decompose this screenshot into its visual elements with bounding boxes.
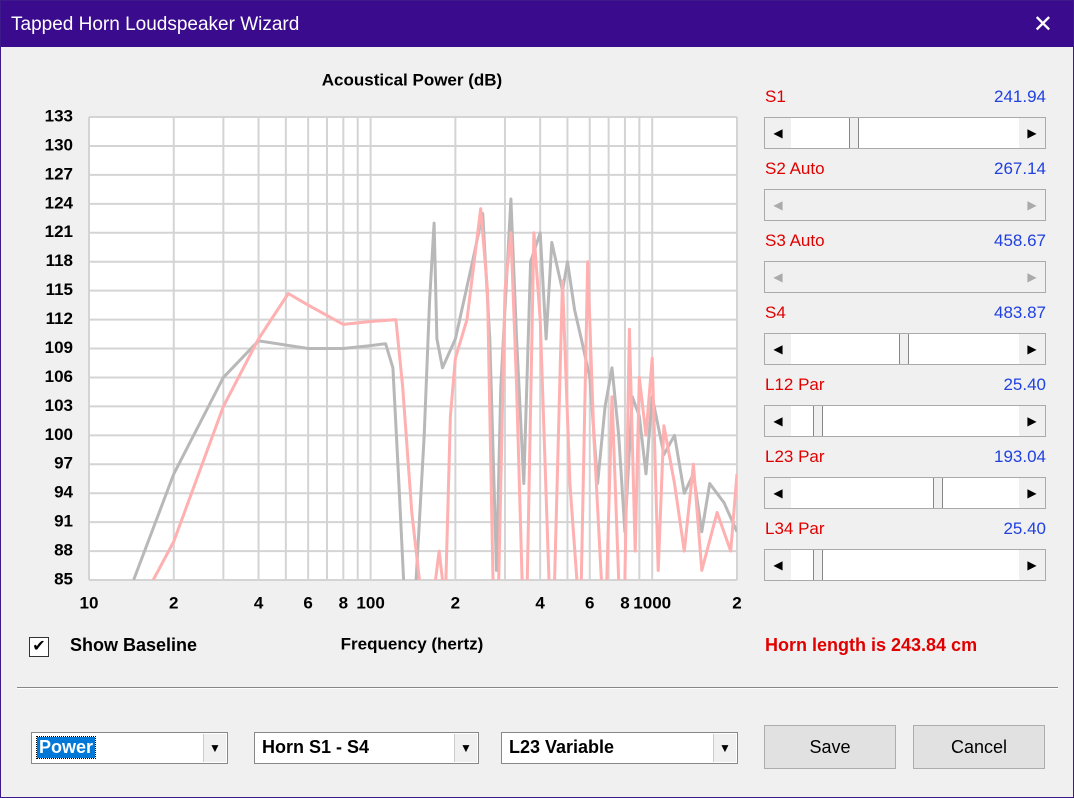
dropdown-text: L23 Variable [509, 737, 615, 757]
scroll-left: ◀ [765, 190, 791, 220]
y-tick-label: 88 [54, 541, 73, 560]
scrollbar[interactable]: ◀ ▶ [764, 477, 1046, 509]
slider-value: 193.04 [994, 447, 1046, 466]
scroll-right[interactable]: ▶ [1019, 478, 1045, 508]
scrollbar[interactable]: ◀ ▶ [764, 333, 1046, 365]
checkbox-label[interactable]: Show Baseline [70, 635, 198, 655]
y-tick-label: 103 [45, 396, 73, 415]
scrollbar[interactable]: ◀ ▶ [764, 549, 1046, 581]
dropdown-text: Power [35, 736, 97, 759]
x-tick-label: 10 [80, 593, 99, 612]
slider-label: L23 Par [765, 447, 825, 466]
x-axis-label: Frequency (hertz) [341, 634, 484, 653]
separator [17, 687, 1058, 689]
scrollbar[interactable]: ◀ ▶ [764, 117, 1046, 149]
scroll-right: ▶ [1019, 190, 1045, 220]
scroll-left[interactable]: ◀ [765, 118, 791, 148]
scroll-thumb[interactable] [849, 118, 859, 148]
dropdown-arrow[interactable]: ▼ [713, 734, 736, 762]
y-tick-label: 124 [45, 193, 74, 212]
y-tick-label: 97 [54, 454, 73, 473]
chart-title: Acoustical Power (dB) [322, 70, 502, 89]
slider-value: 458.67 [994, 231, 1046, 250]
x-tick-label: 2 [732, 593, 741, 612]
x-tick-label: 2 [451, 593, 460, 612]
scroll-thumb[interactable] [899, 334, 909, 364]
button[interactable]: Cancel [913, 725, 1045, 769]
scroll-left[interactable]: ◀ [765, 478, 791, 508]
dropdown[interactable]: Horn S1 - S4 ▼ [254, 732, 479, 764]
dropdown-arrow[interactable]: ▼ [454, 734, 477, 762]
close-button[interactable]: ✕ [1032, 11, 1053, 38]
window-title: Tapped Horn Loudspeaker Wizard [11, 14, 300, 35]
scroll-right[interactable]: ▶ [1019, 550, 1045, 580]
scroll-left[interactable]: ◀ [765, 334, 791, 364]
scroll-left: ◀ [765, 262, 791, 292]
title-bar: Tapped Horn Loudspeaker Wizard ✕ [1, 1, 1073, 47]
scrollbar: ◀ ▶ [764, 189, 1046, 221]
x-tick-label: 6 [303, 593, 312, 612]
y-tick-label: 115 [46, 280, 73, 299]
scroll-left[interactable]: ◀ [765, 550, 791, 580]
button[interactable]: Save [764, 725, 896, 769]
y-tick-label: 109 [45, 338, 73, 357]
scroll-thumb[interactable] [813, 406, 823, 436]
x-tick-label: 8 [620, 593, 629, 612]
scroll-right[interactable]: ▶ [1019, 406, 1045, 436]
slider-value: 241.94 [994, 87, 1046, 106]
dropdown-text: Horn S1 - S4 [262, 737, 370, 757]
scroll-right[interactable]: ▶ [1019, 334, 1045, 364]
slider-label: S4 [765, 303, 786, 322]
status-text: Horn length is 243.84 cm [765, 635, 978, 655]
scrollbar[interactable]: ◀ ▶ [764, 405, 1046, 437]
scroll-thumb[interactable] [933, 478, 943, 508]
slider-label: L34 Par [765, 519, 825, 538]
scroll-thumb[interactable] [813, 550, 823, 580]
slider-label: S1 [765, 87, 786, 106]
chart: Acoustical Power (dB) Frequency (hertz) … [45, 70, 742, 653]
y-tick-label: 85 [54, 569, 73, 588]
y-tick-label: 94 [54, 483, 73, 502]
y-tick-label: 106 [45, 367, 73, 386]
y-tick-label: 112 [46, 309, 73, 328]
x-tick-label: 1000 [633, 593, 671, 612]
dropdown-arrow[interactable]: ▼ [203, 734, 226, 762]
y-tick-label: 127 [45, 164, 73, 183]
dropdown[interactable]: Power ▼ [31, 732, 228, 764]
slider-value: 267.14 [994, 159, 1046, 178]
scroll-right: ▶ [1019, 262, 1045, 292]
x-tick-label: 4 [254, 593, 264, 612]
data-line [151, 207, 737, 580]
y-tick-label: 100 [45, 425, 73, 444]
slider-label: S3 Auto [765, 231, 825, 250]
y-tick-label: 91 [54, 512, 73, 531]
slider-value: 483.87 [994, 303, 1046, 322]
x-tick-label: 6 [585, 593, 594, 612]
slider-value: 25.40 [1003, 519, 1046, 538]
y-tick-label: 133 [45, 106, 73, 125]
scroll-right[interactable]: ▶ [1019, 118, 1045, 148]
y-tick-label: 118 [46, 251, 73, 270]
y-tick-label: 121 [45, 222, 73, 241]
checkbox[interactable]: ✔ [29, 637, 49, 657]
slider-label: S2 Auto [765, 159, 825, 178]
y-tick-label: 130 [45, 135, 73, 154]
dropdown[interactable]: L23 Variable ▼ [501, 732, 738, 764]
x-tick-label: 4 [535, 593, 545, 612]
slider-value: 25.40 [1003, 375, 1046, 394]
scroll-left[interactable]: ◀ [765, 406, 791, 436]
x-tick-label: 100 [356, 593, 384, 612]
x-tick-label: 8 [339, 593, 348, 612]
x-tick-label: 2 [169, 593, 178, 612]
scrollbar: ◀ ▶ [764, 261, 1046, 293]
slider-label: L12 Par [765, 375, 825, 394]
